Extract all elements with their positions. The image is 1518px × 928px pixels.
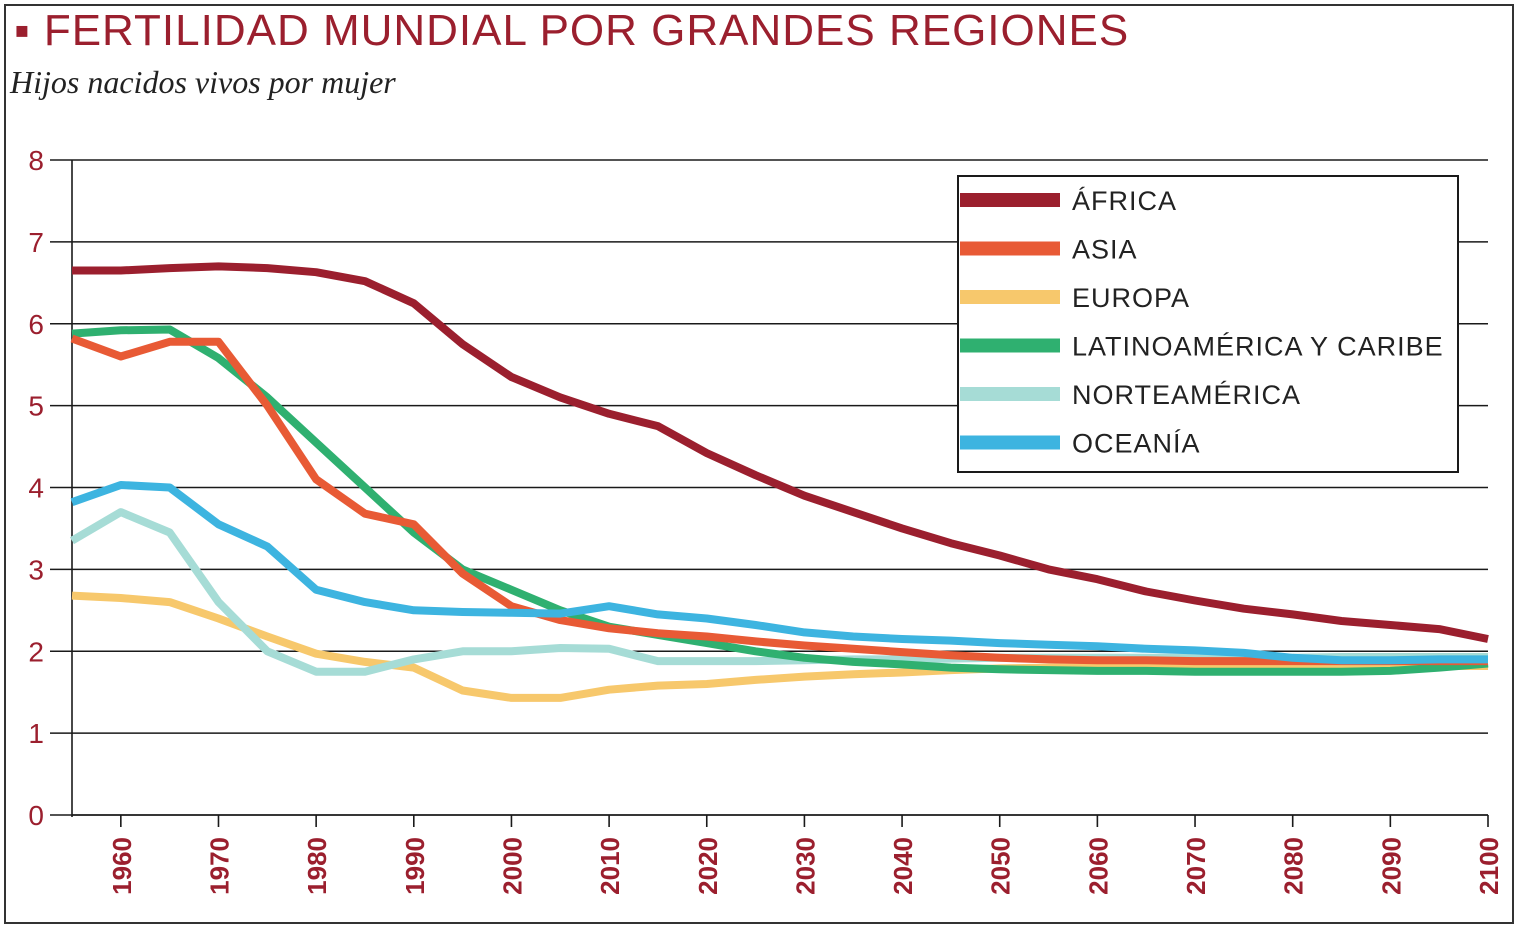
y-tick-label: 6: [28, 309, 44, 340]
x-tick-label: 2100: [1474, 837, 1504, 895]
x-tick-label: 2090: [1376, 837, 1406, 895]
legend-label: ASIA: [1072, 235, 1138, 265]
x-tick-label: 2040: [888, 837, 918, 895]
series-line: [70, 334, 1488, 666]
y-tick-label: 0: [28, 800, 44, 831]
legend: ÁFRICA ASIA EUROPA LATINOAMÉRICA Y CARIBE NO…: [957, 175, 1459, 473]
x-tick-label: 2080: [1279, 837, 1309, 895]
x-tick-label: 1980: [302, 837, 332, 895]
legend-label: EUROPA: [1072, 283, 1190, 313]
chart-title-text: FERTILIDAD MUNDIAL POR GRANDES REGIONES: [43, 6, 1130, 55]
x-tick-label: 1960: [107, 837, 137, 895]
legend-label: NORTEAMÉRICA: [1072, 380, 1301, 410]
y-tick-label: 4: [28, 473, 44, 504]
x-tick-label: 1990: [400, 837, 430, 895]
x-tick-label: 2050: [986, 837, 1016, 895]
y-tick-label: 1: [28, 718, 44, 749]
y-axis-ticks: 0 1 2 3 4 5 6 7 8: [28, 145, 44, 831]
x-tick-label: 2010: [595, 837, 625, 895]
series-line: [72, 262, 1489, 643]
chart-subtitle: Hijos nacidos vivos por mujer: [10, 64, 396, 100]
series-line: [71, 325, 1489, 676]
chart-title: ▪ FERTILIDAD MUNDIAL POR GRANDES REGIONE…: [14, 6, 1130, 55]
series-line: [69, 508, 1488, 676]
legend-label: ÁFRICA: [1072, 186, 1177, 216]
y-tick-label: 3: [28, 554, 44, 585]
legend-label: LATINOAMÉRICA Y CARIBE: [1072, 332, 1444, 362]
series-line: [71, 591, 1488, 702]
y-tick-label: 8: [28, 145, 44, 176]
x-tick-label: 2070: [1181, 837, 1211, 895]
y-tick-label: 7: [28, 227, 44, 258]
legend-label: OCEANÍA: [1072, 429, 1201, 459]
series-lines: [69, 262, 1489, 702]
series-line: [70, 481, 1488, 665]
x-tick-label: 2020: [693, 837, 723, 895]
y-tick-label: 5: [28, 391, 44, 422]
y-tick-label: 2: [28, 636, 44, 667]
x-tick-label: 1970: [204, 837, 234, 895]
legend-box: [957, 175, 1459, 473]
x-tick-label: 2060: [1083, 837, 1113, 895]
x-tick-label: 2030: [790, 837, 820, 895]
x-axis-ticks: 1960 1970 1980 1990 2000 2010 2020 2030 2040 2050…: [107, 837, 1504, 895]
x-tick-label: 2000: [497, 837, 527, 895]
